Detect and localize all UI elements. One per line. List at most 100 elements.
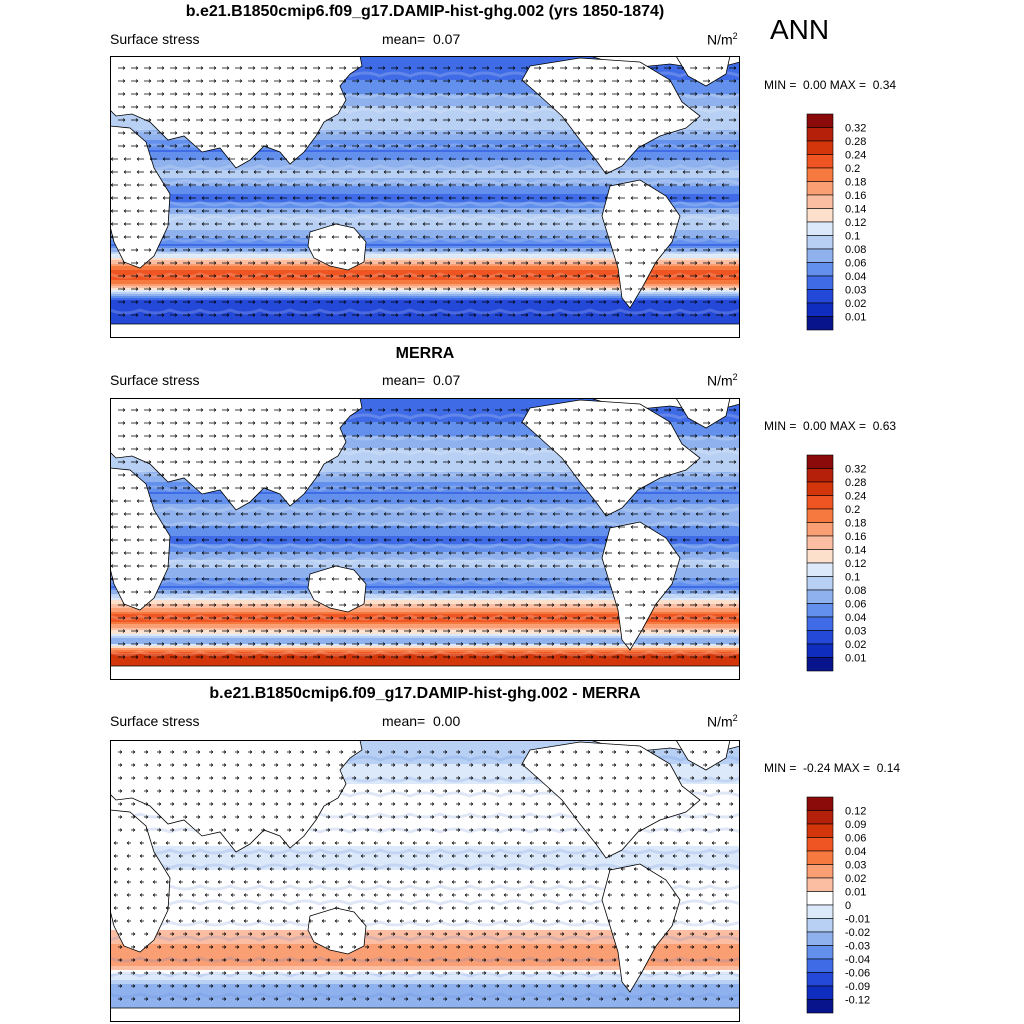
vector-arrow bbox=[131, 971, 136, 975]
vector-arrow bbox=[235, 776, 240, 780]
vector-arrow bbox=[196, 261, 204, 265]
vector-arrow bbox=[503, 906, 508, 910]
vector-arrow bbox=[659, 841, 664, 845]
panel-2-minmax: MIN = 0.00 MAX = 0.63 bbox=[764, 419, 897, 433]
band-strip bbox=[110, 512, 740, 515]
vector-arrow bbox=[469, 408, 477, 412]
vector-arrow bbox=[604, 157, 612, 161]
vector-arrow bbox=[248, 984, 253, 988]
vector-arrow bbox=[638, 776, 643, 780]
map-frame bbox=[110, 398, 740, 680]
vector-arrow bbox=[170, 971, 175, 975]
vector-arrow bbox=[279, 512, 287, 516]
colorbar-tick-label: -0.06 bbox=[845, 968, 870, 980]
vector-arrow bbox=[235, 971, 240, 975]
vector-arrow bbox=[690, 629, 698, 633]
vector-arrow bbox=[378, 144, 386, 148]
vector-arrow bbox=[612, 447, 620, 451]
vector-arrow bbox=[599, 932, 604, 936]
vector-arrow bbox=[651, 642, 659, 646]
vector-arrow bbox=[638, 261, 646, 265]
vector-arrow bbox=[222, 131, 230, 135]
vector-arrow bbox=[227, 538, 235, 542]
vector-arrow bbox=[404, 750, 409, 754]
vector-arrow bbox=[547, 945, 552, 949]
vector-arrow bbox=[612, 144, 620, 148]
vector-arrow bbox=[318, 157, 326, 161]
vector-arrow bbox=[157, 66, 165, 70]
vector-arrow bbox=[214, 196, 222, 200]
vector-arrow bbox=[682, 170, 690, 174]
vector-arrow bbox=[248, 802, 253, 806]
vector-arrow bbox=[599, 642, 607, 646]
vector-arrow bbox=[586, 776, 591, 780]
vector-arrow bbox=[404, 287, 412, 291]
vector-arrow bbox=[235, 603, 243, 607]
vector-arrow bbox=[469, 655, 477, 659]
vector-arrow bbox=[123, 170, 131, 174]
vector-arrow bbox=[729, 997, 734, 1001]
vector-arrow bbox=[729, 460, 737, 464]
vector-arrow bbox=[487, 499, 495, 503]
band-strip bbox=[110, 460, 740, 463]
vector-arrow bbox=[690, 434, 698, 438]
vector-arrow bbox=[573, 828, 578, 832]
band-strip bbox=[110, 102, 740, 105]
vector-arrow bbox=[643, 551, 651, 555]
vector-arrow bbox=[313, 105, 321, 109]
vector-arrow bbox=[170, 473, 178, 477]
vector-arrow bbox=[222, 473, 230, 477]
vector-arrow bbox=[521, 945, 526, 949]
vector-arrow bbox=[378, 118, 386, 122]
vector-arrow bbox=[318, 222, 326, 226]
vector-arrow bbox=[131, 300, 139, 304]
vector-arrow bbox=[539, 183, 547, 187]
vector-arrow bbox=[612, 473, 620, 477]
vector-arrow bbox=[578, 235, 586, 239]
vector-arrow bbox=[594, 880, 599, 884]
vector-arrow bbox=[547, 590, 555, 594]
vector-arrow bbox=[443, 408, 451, 412]
vector-arrow bbox=[422, 170, 430, 174]
vector-arrow bbox=[204, 854, 209, 858]
vector-arrow bbox=[209, 828, 214, 832]
vector-arrow bbox=[396, 538, 404, 542]
vector-arrow bbox=[170, 261, 178, 265]
vector-arrow bbox=[474, 183, 482, 187]
vector-arrow bbox=[399, 906, 404, 910]
vector-arrow bbox=[253, 577, 261, 581]
vector-arrow bbox=[300, 92, 308, 96]
vector-arrow bbox=[378, 92, 386, 96]
vector-arrow bbox=[248, 408, 256, 412]
vector-arrow bbox=[183, 984, 188, 988]
band-strip bbox=[110, 318, 740, 321]
vector-arrow bbox=[690, 144, 698, 148]
vector-arrow bbox=[443, 642, 451, 646]
vector-arrow bbox=[646, 893, 651, 897]
vector-arrow bbox=[209, 434, 217, 438]
texture-overlay bbox=[110, 71, 740, 315]
vector-arrow bbox=[365, 92, 373, 96]
vector-arrow bbox=[287, 958, 292, 962]
vector-arrow bbox=[469, 287, 477, 291]
vector-arrow bbox=[287, 144, 295, 148]
band-strip bbox=[110, 262, 740, 265]
vector-arrow bbox=[690, 815, 695, 819]
band-strip bbox=[110, 248, 740, 251]
vector-arrow bbox=[482, 971, 487, 975]
vector-arrow bbox=[534, 655, 542, 659]
vector-arrow bbox=[326, 776, 331, 780]
vector-arrow bbox=[347, 919, 352, 923]
vector-arrow bbox=[695, 170, 703, 174]
vector-arrow bbox=[313, 815, 318, 819]
band-strip bbox=[110, 946, 740, 949]
vector-arrow bbox=[248, 789, 253, 793]
continent-greenland bbox=[675, 398, 731, 429]
vector-arrow bbox=[599, 131, 607, 135]
vector-arrow bbox=[716, 79, 724, 83]
vector-arrow bbox=[157, 105, 165, 109]
vector-arrow bbox=[651, 408, 659, 412]
vector-arrow bbox=[214, 551, 222, 555]
vector-arrow bbox=[534, 408, 542, 412]
vector-arrow bbox=[209, 408, 217, 412]
